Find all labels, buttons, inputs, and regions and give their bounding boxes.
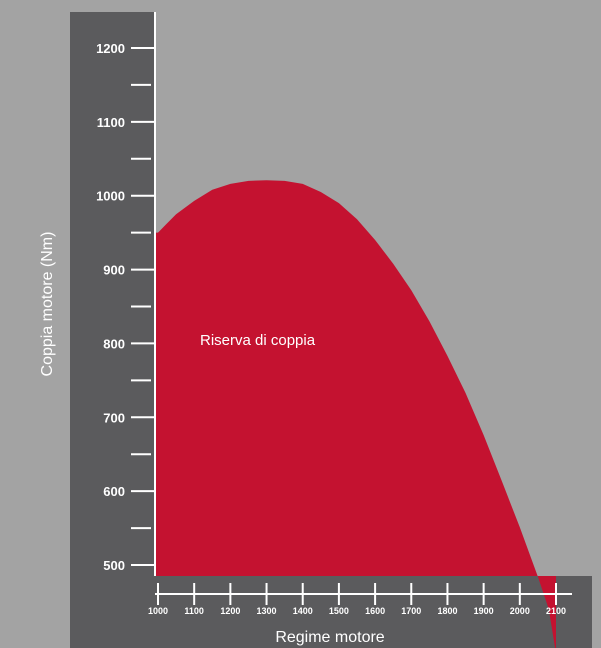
x-tick-label: 1900 xyxy=(474,606,494,616)
x-tick-label: 1200 xyxy=(220,606,240,616)
x-tick-label: 2100 xyxy=(546,606,566,616)
x-axis: 1000 1100 1200 1300 1400 1500 1600 1700 1800 1900… xyxy=(148,583,572,616)
y-axis-title: Coppia motore (Nm) xyxy=(39,232,56,377)
x-tick-label: 1000 xyxy=(148,606,168,616)
x-tick-label: 1300 xyxy=(257,606,277,616)
x-axis-title: Regime motore xyxy=(275,629,384,646)
y-tick-label: 1200 xyxy=(96,41,125,56)
x-tick-label: 1100 xyxy=(184,606,204,616)
axis-panel xyxy=(70,12,592,648)
x-tick-label: 1500 xyxy=(329,606,349,616)
x-tick-label: 1700 xyxy=(401,606,421,616)
y-tick-label: 1100 xyxy=(97,115,125,130)
torque-reserve-area xyxy=(155,180,556,648)
y-tick-label: 700 xyxy=(103,410,125,425)
y-tick-label: 600 xyxy=(103,484,125,499)
y-tick-label: 800 xyxy=(103,336,125,351)
reserve-annotation: Riserva di coppia xyxy=(200,332,316,349)
x-tick-label: 1400 xyxy=(293,606,313,616)
x-tick-label: 1600 xyxy=(365,606,385,616)
x-tick-label: 2000 xyxy=(510,606,530,616)
y-tick-label: 1000 xyxy=(96,189,125,204)
y-tick-label: 900 xyxy=(103,263,125,278)
y-axis: 500 600 700 800 900 1000 1100 1200 xyxy=(96,12,156,576)
x-tick-label: 1800 xyxy=(437,606,457,616)
y-tick-label: 500 xyxy=(103,558,125,573)
